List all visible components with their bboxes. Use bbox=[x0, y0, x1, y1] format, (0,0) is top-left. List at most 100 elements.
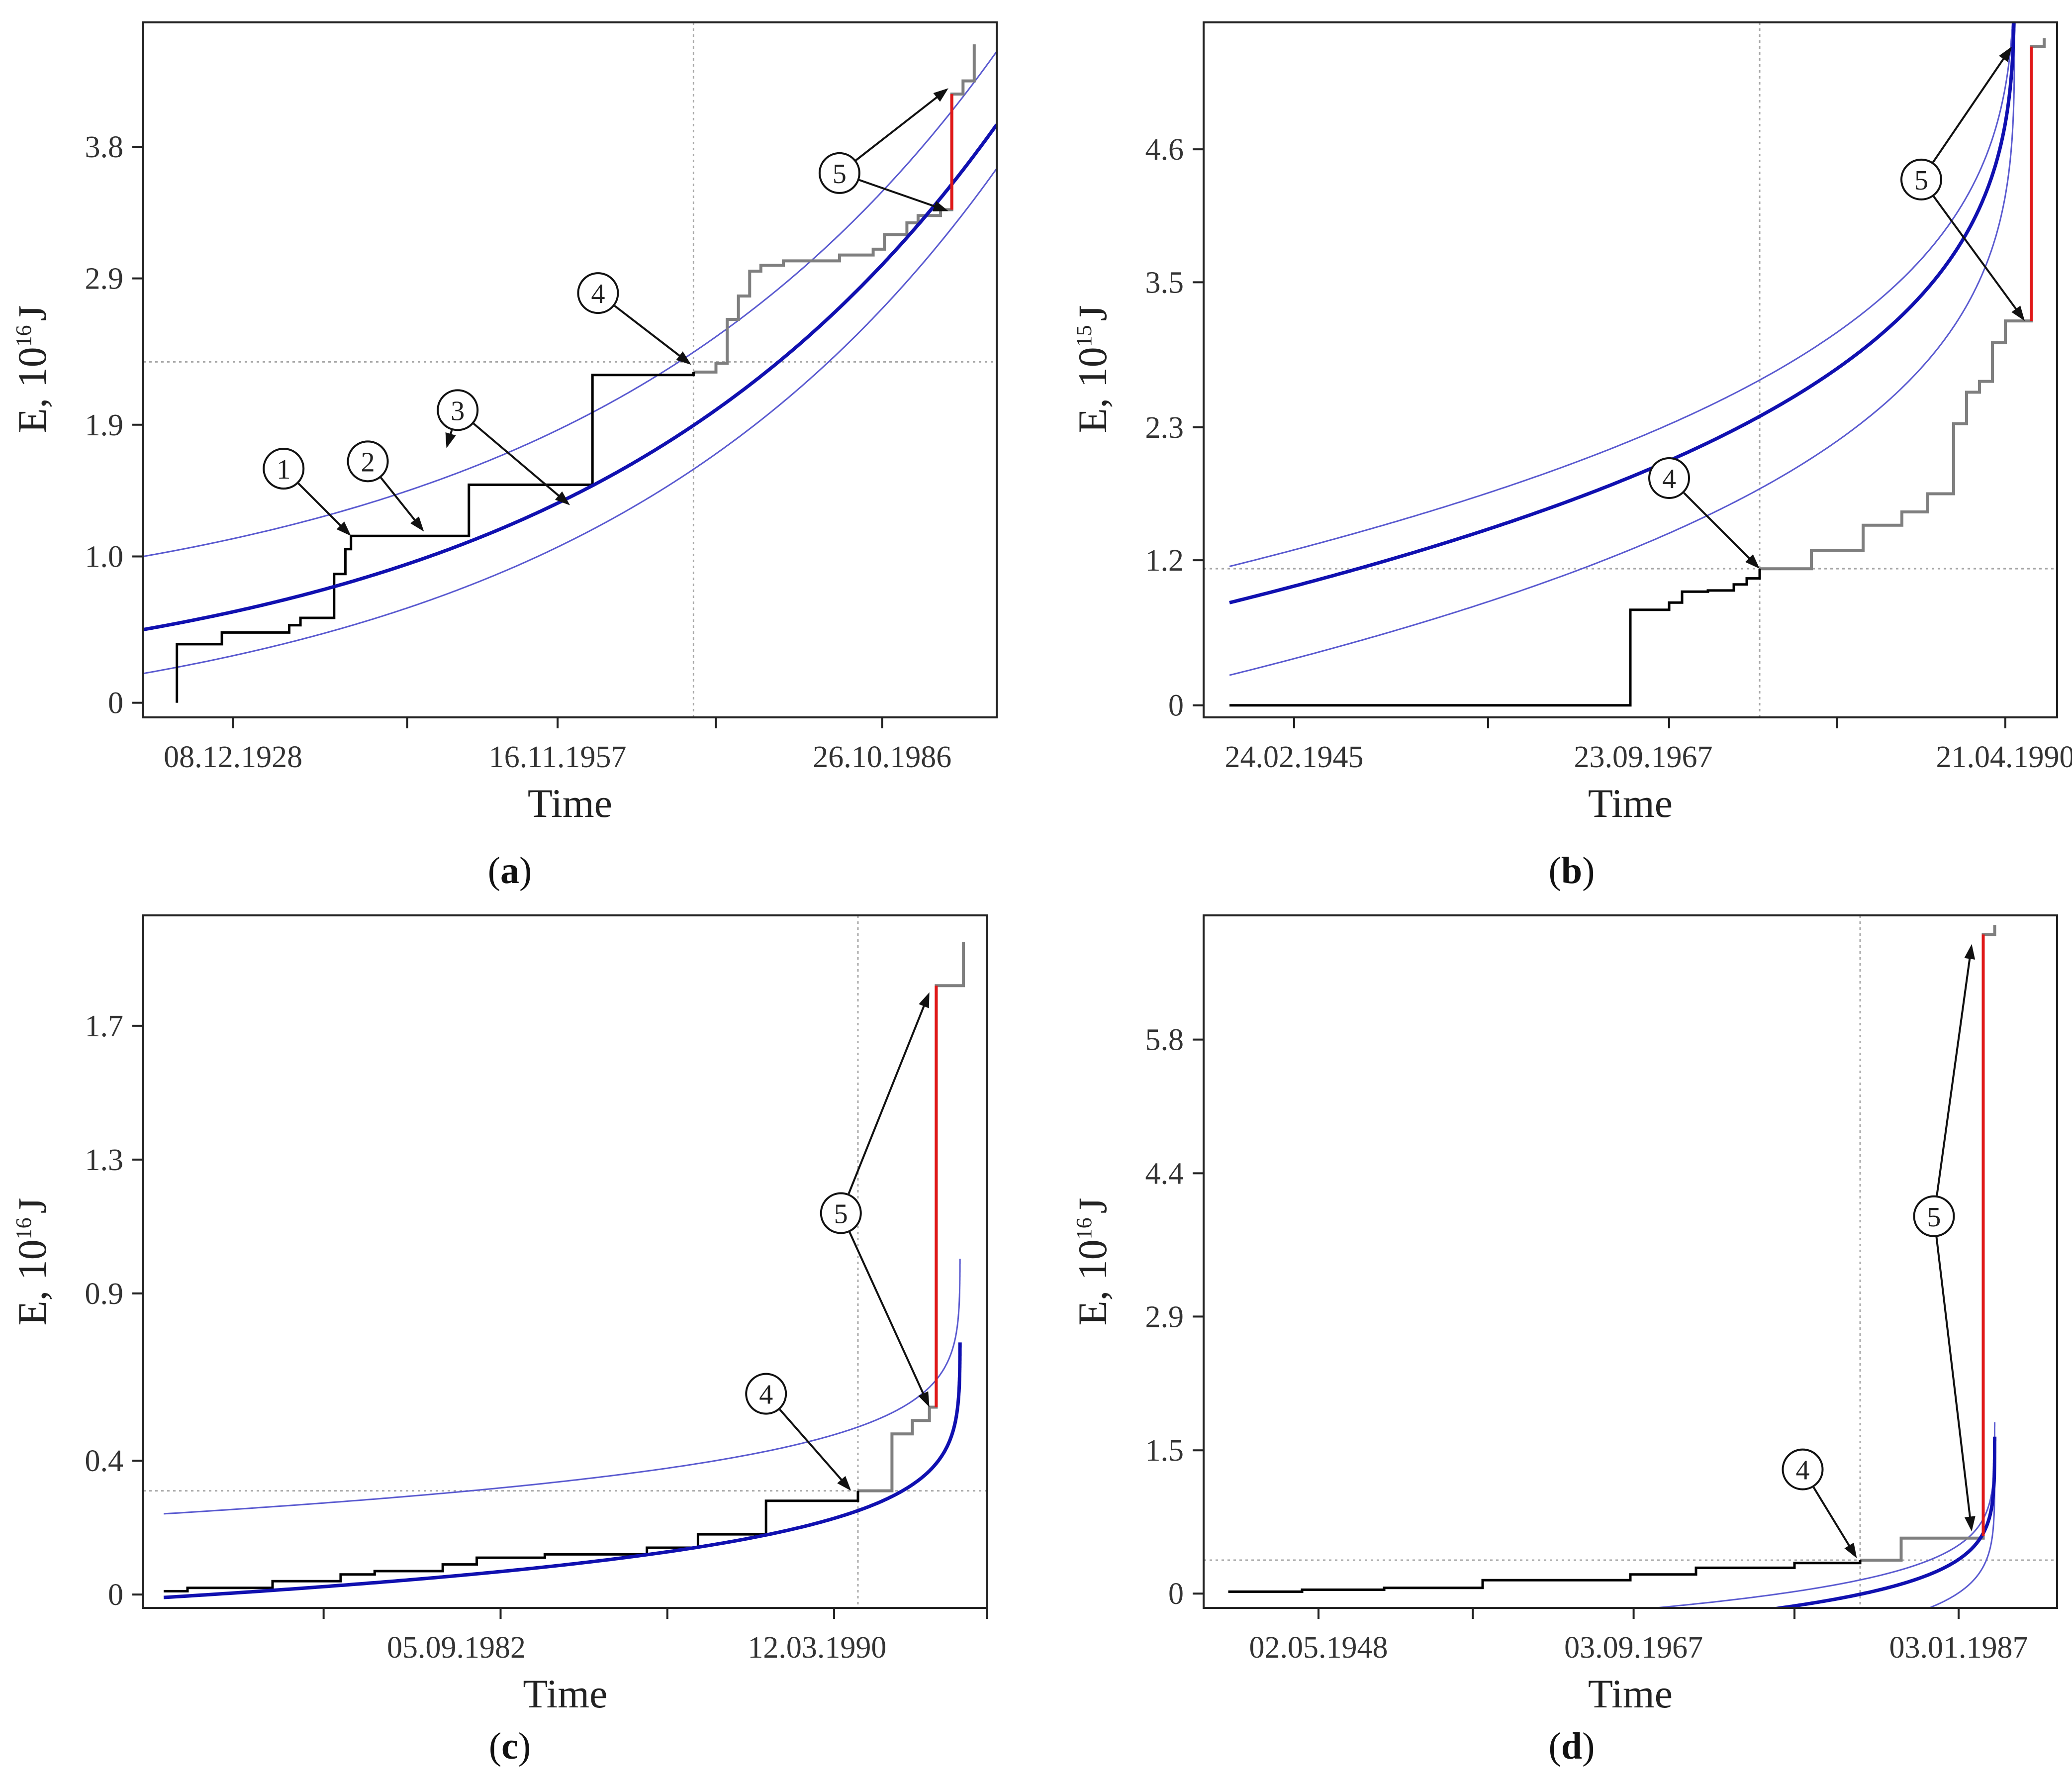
annotation-circle bbox=[1648, 457, 1690, 499]
y-axis-title-exponent: 16 bbox=[1072, 1217, 1096, 1239]
plot-frame bbox=[142, 21, 998, 718]
annotation-arrow-line bbox=[380, 477, 416, 521]
annotation-circle bbox=[745, 1373, 787, 1415]
y-tick-label: 1.9 bbox=[85, 408, 124, 442]
panel-b: 0 1.2 2.3 3.5 4.6 24.02.1945 23.09.1967 21.04.1… bbox=[1070, 21, 2072, 892]
x-tick-label: 02.05.1948 bbox=[1249, 1631, 1388, 1665]
y-axis-title-exponent: 15 bbox=[1072, 325, 1096, 347]
lower-confidence-curve bbox=[1229, 48, 2015, 676]
annotation-label: 5 bbox=[1914, 165, 1928, 196]
annotation-4: 4 bbox=[577, 272, 691, 365]
arrowhead-icon bbox=[676, 351, 691, 365]
y-axis-title: E, 1015 J bbox=[1070, 305, 1115, 433]
x-tick-label: 03.09.1967 bbox=[1564, 1631, 1703, 1665]
x-tick-label: 23.09.1967 bbox=[1574, 740, 1713, 774]
y-axis-title-unit: J bbox=[1070, 305, 1115, 321]
annotation-arrow-line bbox=[614, 305, 681, 357]
arrowhead-icon bbox=[919, 992, 930, 1008]
annotation-5: 5 bbox=[820, 992, 930, 1407]
annotation-1: 1 bbox=[263, 448, 351, 536]
y-axis-title-exponent: 16 bbox=[11, 1217, 36, 1239]
annotation-circle bbox=[1900, 158, 1942, 200]
plot-area bbox=[163, 942, 965, 1599]
panel-a: 0 1.0 1.9 2.9 3.8 08.12.1928 16.11.1957 26.10.1… bbox=[9, 21, 998, 892]
arrowhead-icon bbox=[1999, 46, 2012, 62]
y-axis-title-unit: J bbox=[9, 305, 55, 321]
y-tick-label: 0 bbox=[1168, 1577, 1184, 1611]
annotation-label: 4 bbox=[1662, 464, 1676, 495]
y-tick-label: 4.4 bbox=[1145, 1157, 1184, 1191]
panel-c: 0 0.4 0.9 1.3 1.7 05.09.1982 12.03.1990 Time E, … bbox=[9, 914, 988, 1767]
lower-confidence-curve bbox=[143, 168, 997, 675]
plot-frame bbox=[1203, 914, 2058, 1609]
annotation-circle bbox=[1913, 1195, 1955, 1237]
upper-confidence-curve bbox=[1647, 1422, 1996, 1608]
upper-confidence-curve bbox=[143, 51, 997, 557]
black-step-series bbox=[164, 1490, 859, 1592]
annotation-circle bbox=[818, 152, 860, 194]
y-axis-title: E, 1016 J bbox=[9, 1197, 55, 1325]
y-axis-title-unit: J bbox=[1070, 1197, 1115, 1213]
annotation-arrow-line bbox=[1683, 492, 1751, 560]
x-tick-label: 03.01.1987 bbox=[1889, 1631, 2028, 1665]
y-tick-label: 0.4 bbox=[85, 1444, 124, 1478]
fit-curve bbox=[143, 123, 997, 631]
arrowhead-icon bbox=[410, 516, 424, 532]
y-axis-title-unit: J bbox=[9, 1197, 55, 1213]
x-axis-title: Time bbox=[1588, 1671, 1673, 1716]
y-tick-label: 0.9 bbox=[85, 1277, 124, 1311]
x-tick-label: 24.02.1945 bbox=[1225, 740, 1364, 774]
panel-caption: (a) bbox=[488, 850, 532, 892]
x-axis-title: Time bbox=[523, 1671, 607, 1716]
y-tick-label: 2.3 bbox=[1145, 411, 1184, 445]
y-tick-label: 0 bbox=[108, 687, 123, 720]
annotation-5: 5 bbox=[1900, 46, 2025, 321]
x-tick-label: 08.12.1928 bbox=[164, 740, 302, 774]
annotation-arrow-line bbox=[848, 1231, 925, 1395]
annotation-label: 5 bbox=[1927, 1202, 1941, 1233]
annotation-arrow-line bbox=[297, 483, 342, 527]
arrowhead-icon bbox=[555, 491, 570, 505]
annotation-label: 5 bbox=[833, 159, 847, 190]
panel-caption-letter: a bbox=[500, 850, 519, 892]
arrowhead-icon bbox=[933, 88, 948, 102]
x-tick-label: 16.11.1957 bbox=[489, 740, 627, 774]
y-axis-title-prefix: E, 10 bbox=[1070, 1239, 1115, 1325]
grey-step-series bbox=[1760, 38, 2046, 571]
y-axis-title-exponent: 16 bbox=[11, 325, 36, 347]
arrowhead-icon bbox=[1844, 1542, 1857, 1559]
y-tick-label: 1.2 bbox=[1145, 544, 1184, 578]
annotation-5: 5 bbox=[818, 88, 948, 211]
annotation-4: 4 bbox=[1648, 457, 1760, 569]
x-axis-title: Time bbox=[1588, 781, 1673, 826]
annotation-arrow-line bbox=[858, 179, 936, 208]
annotation-arrow-line bbox=[1812, 1487, 1851, 1547]
black-step-series bbox=[1229, 569, 1761, 707]
y-tick-label: 2.9 bbox=[1145, 1300, 1184, 1334]
fit-curve bbox=[163, 1342, 962, 1599]
plot-frame bbox=[142, 914, 988, 1609]
annotation-label: 2 bbox=[361, 447, 375, 478]
y-axis-title: E, 1016 J bbox=[9, 305, 55, 433]
plot-area bbox=[143, 44, 997, 703]
panel-caption: (c) bbox=[489, 1725, 531, 1767]
arrowhead-icon bbox=[445, 432, 456, 448]
plot-frame bbox=[1203, 21, 2058, 718]
annotation-arrow-line bbox=[472, 422, 560, 497]
arrowhead-icon bbox=[1964, 944, 1976, 960]
x-tick-label: 26.10.1986 bbox=[813, 740, 951, 774]
arrowhead-icon bbox=[336, 521, 351, 536]
x-tick-label: 12.03.1990 bbox=[748, 1631, 886, 1665]
annotation-arrow-line bbox=[779, 1408, 843, 1481]
annotation-circle bbox=[347, 440, 389, 483]
y-axis-title-prefix: E, 10 bbox=[1070, 347, 1115, 433]
annotation-2: 2 bbox=[347, 440, 424, 532]
annotation-label: 1 bbox=[277, 454, 290, 485]
panel-d: 0 1.5 2.9 4.4 5.8 02.05.1948 03.09.1967 03.01.1… bbox=[1070, 914, 2058, 1767]
y-tick-label: 0 bbox=[1168, 689, 1184, 723]
x-axis-title: Time bbox=[528, 781, 612, 826]
fit-curve bbox=[1229, 22, 2016, 604]
annotation-5: 5 bbox=[1913, 944, 1976, 1532]
panel-caption-letter: d bbox=[1561, 1725, 1582, 1767]
y-tick-label: 1.7 bbox=[85, 1009, 124, 1043]
